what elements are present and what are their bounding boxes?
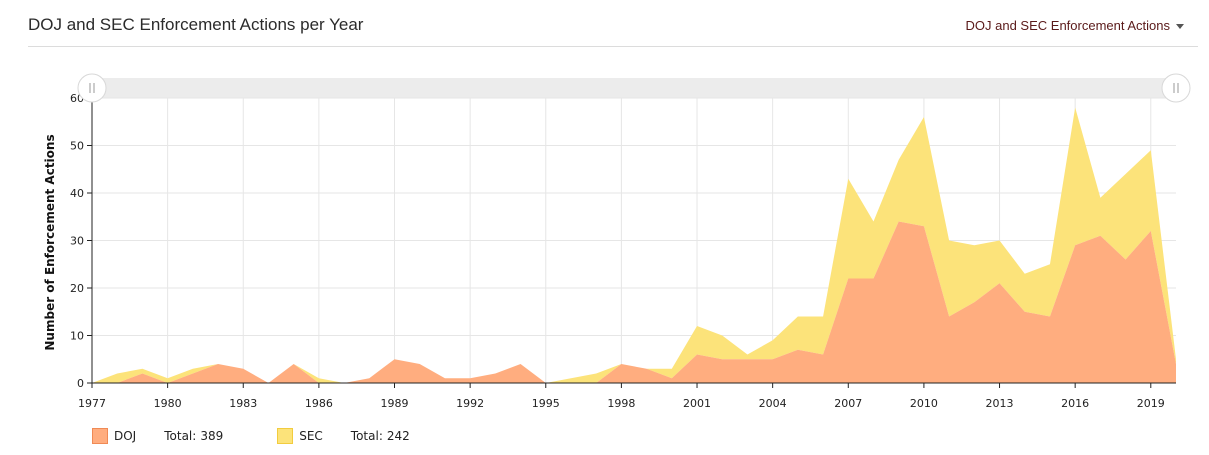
chart-selector-dropdown[interactable]: DOJ and SEC Enforcement Actions — [966, 18, 1184, 33]
y-tick-label: 50 — [70, 140, 84, 153]
x-tick-label: 2007 — [834, 397, 862, 410]
x-tick-label: 1998 — [607, 397, 635, 410]
x-tick-label: 1995 — [532, 397, 560, 410]
y-tick-label: 30 — [70, 235, 84, 248]
legend-item-sec[interactable]: SEC Total: 242 — [277, 428, 410, 444]
chart-legend: DOJ Total: 389 SEC Total: 242 — [92, 428, 464, 444]
y-tick-label: 40 — [70, 187, 84, 200]
legend-doj-total-value: 389 — [200, 429, 224, 443]
range-slider-right-handle[interactable] — [1161, 73, 1191, 103]
legend-sec-name: SEC — [299, 429, 323, 443]
x-tick-label: 2010 — [910, 397, 938, 410]
x-tick-label: 1983 — [229, 397, 257, 410]
y-axis-title: Number of Enforcement Actions — [43, 134, 57, 350]
x-tick-label: 1992 — [456, 397, 484, 410]
range-slider-left-handle[interactable] — [77, 73, 107, 103]
chart-header: DOJ and SEC Enforcement Actions per Year… — [28, 0, 1198, 47]
legend-sec-total-label: Total: — [350, 429, 383, 443]
legend-sec-total-value: 242 — [386, 429, 410, 443]
x-tick-label: 2019 — [1137, 397, 1165, 410]
x-tick-label: 2004 — [759, 397, 787, 410]
doj-swatch — [92, 428, 108, 444]
legend-item-doj[interactable]: DOJ Total: 389 — [92, 428, 223, 444]
range-slider-track — [92, 78, 1176, 98]
y-tick-label: 20 — [70, 282, 84, 295]
dropdown-label: DOJ and SEC Enforcement Actions — [965, 18, 1170, 33]
x-tick-label: 1977 — [78, 397, 106, 410]
y-tick-label: 0 — [77, 377, 84, 390]
x-tick-label: 2016 — [1061, 397, 1089, 410]
caret-down-icon — [1176, 23, 1184, 29]
legend-doj-name: DOJ — [114, 429, 137, 443]
sec-swatch — [277, 428, 294, 444]
legend-doj-total-label: Total: — [164, 429, 197, 443]
series-sec-area — [92, 107, 1176, 383]
series-doj-area — [92, 221, 1176, 383]
x-tick-label: 2013 — [986, 397, 1014, 410]
x-tick-label: 1989 — [381, 397, 409, 410]
x-tick-label: 1980 — [154, 397, 182, 410]
page-title: DOJ and SEC Enforcement Actions per Year — [28, 15, 364, 34]
x-tick-label: 2001 — [683, 397, 711, 410]
y-tick-label: 10 — [70, 330, 84, 343]
x-tick-label: 1986 — [305, 397, 333, 410]
